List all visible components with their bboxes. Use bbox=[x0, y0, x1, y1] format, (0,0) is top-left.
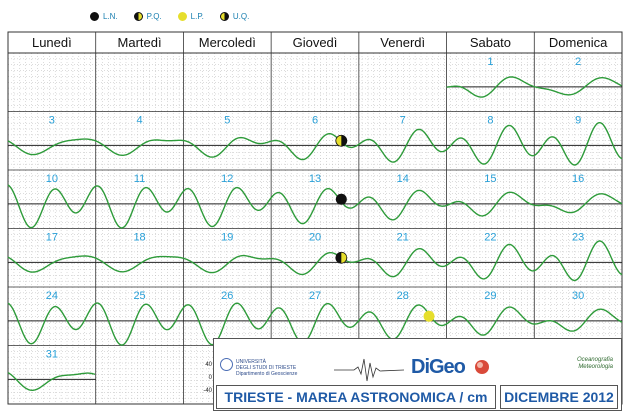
weekday-header: Giovedì bbox=[293, 35, 338, 50]
full-moon-marker bbox=[423, 310, 435, 322]
day-number: 25 bbox=[133, 290, 145, 302]
day-number: 15 bbox=[484, 173, 496, 185]
new-moon-icon bbox=[90, 11, 99, 21]
university-line: UNIVERSITÀ bbox=[236, 359, 267, 365]
legend-item-first-quarter: P.Q. bbox=[133, 11, 162, 21]
seismogram-icon bbox=[334, 358, 404, 382]
weekday-header: Mercoledì bbox=[199, 35, 256, 50]
tide-curve bbox=[446, 76, 622, 98]
day-number: 27 bbox=[309, 290, 321, 302]
day-number: 19 bbox=[221, 232, 233, 244]
day-number: 18 bbox=[133, 232, 145, 244]
legend-label: P.Q. bbox=[146, 11, 162, 21]
day-number: 12 bbox=[221, 173, 233, 185]
title-block: UNIVERSITÀ DEGLI STUDI DI TRIESTE Dipart… bbox=[213, 338, 622, 411]
day-number: 14 bbox=[397, 173, 409, 185]
weekday-header: Martedì bbox=[118, 35, 162, 50]
day-number: 10 bbox=[46, 173, 58, 185]
moon-phase-legend: L.N. P.Q. L.P. U.Q. bbox=[90, 8, 249, 24]
full-moon-icon bbox=[177, 11, 187, 21]
weekday-header: Domenica bbox=[549, 35, 608, 50]
university-seal-icon bbox=[220, 358, 233, 371]
day-number: 28 bbox=[397, 290, 409, 302]
legend-item-last-quarter: U.Q. bbox=[219, 11, 250, 21]
day-number: 26 bbox=[221, 290, 233, 302]
globe-icon bbox=[475, 360, 489, 374]
tide-curve bbox=[7, 184, 623, 229]
day-number: 7 bbox=[400, 115, 406, 127]
tide-curve bbox=[7, 122, 623, 166]
tide-curve bbox=[7, 240, 623, 282]
weekday-header: Lunedì bbox=[32, 35, 72, 50]
day-number: 24 bbox=[46, 290, 58, 302]
day-number: 3 bbox=[49, 115, 55, 127]
day-number: 1 bbox=[487, 56, 493, 68]
day-number: 9 bbox=[575, 115, 581, 127]
weekday-header: Sabato bbox=[470, 35, 511, 50]
day-number: 4 bbox=[137, 115, 143, 127]
day-number: 8 bbox=[487, 115, 493, 127]
first-quarter-icon bbox=[133, 11, 143, 21]
tide-curve bbox=[7, 302, 623, 346]
day-number: 21 bbox=[397, 232, 409, 244]
legend-item-new-moon: L.N. bbox=[90, 11, 118, 21]
chart-month: DICEMBRE 2012 bbox=[500, 385, 618, 409]
day-number: 5 bbox=[224, 115, 230, 127]
day-number: 13 bbox=[309, 173, 321, 185]
scale-tick-label: 40 bbox=[205, 362, 212, 368]
legend-label: U.Q. bbox=[232, 11, 250, 21]
scale-tick-label: -40 bbox=[203, 388, 212, 394]
weekday-header: Venerdì bbox=[380, 35, 425, 50]
moon-shadow bbox=[335, 252, 342, 264]
scale-tick-label: 0 bbox=[208, 375, 212, 381]
day-number: 11 bbox=[134, 173, 145, 185]
legend-label: L.P. bbox=[190, 11, 204, 21]
day-number: 2 bbox=[575, 56, 581, 68]
day-number: 31 bbox=[46, 349, 58, 361]
university-name: UNIVERSITÀ DEGLI STUDI DI TRIESTE Dipart… bbox=[236, 359, 297, 377]
oceanography-logo: Oceanografia Meteorologia bbox=[577, 357, 613, 371]
legend-item-full-moon: L.P. bbox=[177, 11, 204, 21]
tide-curve bbox=[7, 371, 96, 391]
day-number: 22 bbox=[484, 232, 496, 244]
chart-title: TRIESTE - MAREA ASTRONOMICA / cm bbox=[216, 385, 496, 409]
day-number: 30 bbox=[572, 290, 584, 302]
university-line: DEGLI STUDI DI TRIESTE bbox=[236, 365, 297, 371]
day-number: 6 bbox=[312, 115, 318, 127]
day-number: 29 bbox=[484, 290, 496, 302]
logo-line: Meteorologia bbox=[578, 364, 613, 370]
legend-label: L.N. bbox=[103, 11, 118, 21]
tide-scale: 40 0 -40 bbox=[186, 362, 212, 398]
digeo-logo: DiGeo bbox=[411, 356, 466, 378]
university-department: Dipartimento di Geoscienze bbox=[236, 371, 298, 377]
day-number: 20 bbox=[309, 232, 321, 244]
moon-shadow bbox=[341, 135, 347, 147]
day-number: 16 bbox=[572, 173, 584, 185]
day-number: 23 bbox=[572, 232, 584, 244]
day-number: 17 bbox=[46, 232, 58, 244]
last-quarter-icon bbox=[219, 11, 229, 21]
new-moon-marker bbox=[335, 193, 347, 205]
logo-line: Oceanografia bbox=[576, 357, 613, 363]
